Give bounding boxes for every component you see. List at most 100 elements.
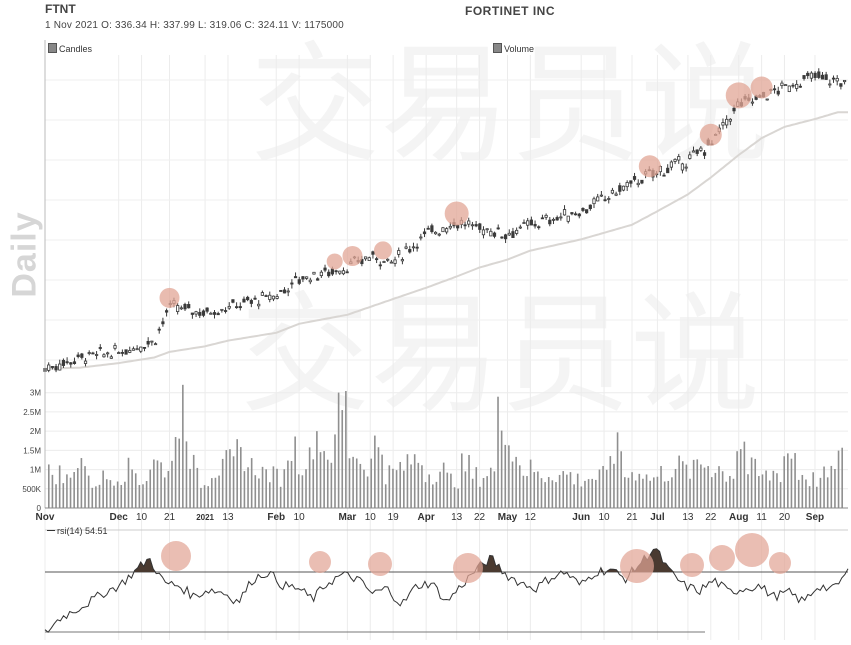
candle-body <box>305 276 309 279</box>
candle-body <box>179 307 183 310</box>
volume-bar <box>410 464 412 508</box>
x-tick-label: 11 <box>756 512 767 523</box>
volume-bar <box>131 469 133 508</box>
volume-bar <box>377 447 380 508</box>
volume-bar <box>805 479 807 508</box>
candle-body <box>212 312 217 315</box>
x-tick-label: Jun <box>572 512 590 523</box>
candle-body <box>669 161 673 168</box>
x-tick-label: 10 <box>598 512 610 523</box>
candle-body <box>441 227 445 233</box>
legend-volume[interactable]: Volume <box>493 43 534 54</box>
volume-bar <box>450 473 452 508</box>
volume-bar <box>395 470 398 508</box>
volume-bar <box>551 480 554 508</box>
volume-bar <box>627 477 630 508</box>
candle-body <box>308 279 312 283</box>
candle-body <box>378 264 382 267</box>
volume-bar <box>265 469 267 508</box>
volume-bar <box>475 467 478 508</box>
axes: Nov Dec 10 21 2021 13 Feb 10 Mar 10 19 Apr 13 22 May 12… <box>22 40 848 531</box>
candle-body <box>176 305 180 312</box>
legend-candles[interactable]: Candles <box>48 43 92 54</box>
volume-bar <box>312 459 315 508</box>
volume-tick-label: 500K <box>22 485 41 494</box>
volume-bar <box>555 482 557 508</box>
candle-body <box>61 359 66 366</box>
volume-bar <box>381 454 383 508</box>
volume-bar <box>616 432 619 508</box>
candle-body <box>780 82 784 87</box>
volume-bar <box>497 396 499 508</box>
volume-bar <box>558 474 561 508</box>
candle-body <box>246 296 250 301</box>
volume-bar <box>116 481 119 508</box>
volume-bar <box>772 470 775 508</box>
candle-body <box>327 271 331 277</box>
volume-bar <box>508 445 510 508</box>
volume-bar <box>145 481 148 508</box>
x-tick-label: 21 <box>164 512 176 523</box>
volume-bar <box>142 484 144 508</box>
candle-body <box>190 312 194 315</box>
candle-body <box>187 304 191 309</box>
volume-bar <box>355 458 358 508</box>
x-tick-label: 12 <box>525 512 537 523</box>
candle-body <box>614 193 618 196</box>
x-tick-label: 22 <box>474 512 486 523</box>
candle-body <box>87 352 91 354</box>
candle-body <box>69 362 73 365</box>
volume-bar <box>442 462 445 508</box>
volume-bar <box>566 474 568 508</box>
candle-body <box>345 271 349 274</box>
candle-body <box>338 270 342 274</box>
candle-body <box>555 217 559 221</box>
candles-icon <box>48 43 57 53</box>
candle-body <box>146 340 150 345</box>
volume-bar <box>240 447 242 508</box>
volume-bar <box>323 451 325 508</box>
volume-bar <box>547 477 550 508</box>
highlight-circle <box>159 287 180 308</box>
candle-body <box>128 350 132 353</box>
volume-bar <box>287 460 289 508</box>
rsi-highlight-circle <box>368 552 392 576</box>
volume-bar <box>493 471 496 508</box>
volume-bar <box>834 468 836 508</box>
volume-bar <box>797 479 800 508</box>
volume-bar <box>366 476 369 508</box>
rsi-highlight-circle <box>453 553 483 583</box>
x-tick-label: 10 <box>365 512 377 523</box>
volume-bar <box>576 473 579 508</box>
candle-body <box>725 118 729 126</box>
volume-bar <box>417 462 420 508</box>
candle-body <box>135 348 139 351</box>
candle-body <box>573 213 578 216</box>
highlight-circle <box>373 241 392 260</box>
volume-bar <box>580 486 583 508</box>
volume-bar <box>102 470 104 508</box>
volume-bar <box>200 487 202 508</box>
candle-body <box>456 224 460 229</box>
volume-bar <box>189 468 191 508</box>
candle-body <box>131 348 136 351</box>
candle-body <box>426 227 430 230</box>
candle-body <box>220 308 224 311</box>
candle-body <box>750 101 755 104</box>
volume-bar <box>109 480 112 508</box>
candle-body <box>548 219 552 225</box>
candle-body <box>330 268 335 275</box>
candle-body <box>223 310 228 312</box>
volume-bar <box>826 477 829 508</box>
volume-bar <box>660 465 662 508</box>
volume-bar <box>326 459 329 508</box>
volume-bar <box>221 458 224 508</box>
rsi-highlight-circle <box>620 549 654 583</box>
candle-body <box>537 226 541 229</box>
volume-bar <box>399 461 402 508</box>
volume-bar <box>268 482 271 508</box>
x-tick-label: Dec <box>110 512 129 523</box>
candle-body <box>463 224 467 227</box>
candle-body <box>371 251 375 255</box>
volume-bar <box>631 472 633 508</box>
